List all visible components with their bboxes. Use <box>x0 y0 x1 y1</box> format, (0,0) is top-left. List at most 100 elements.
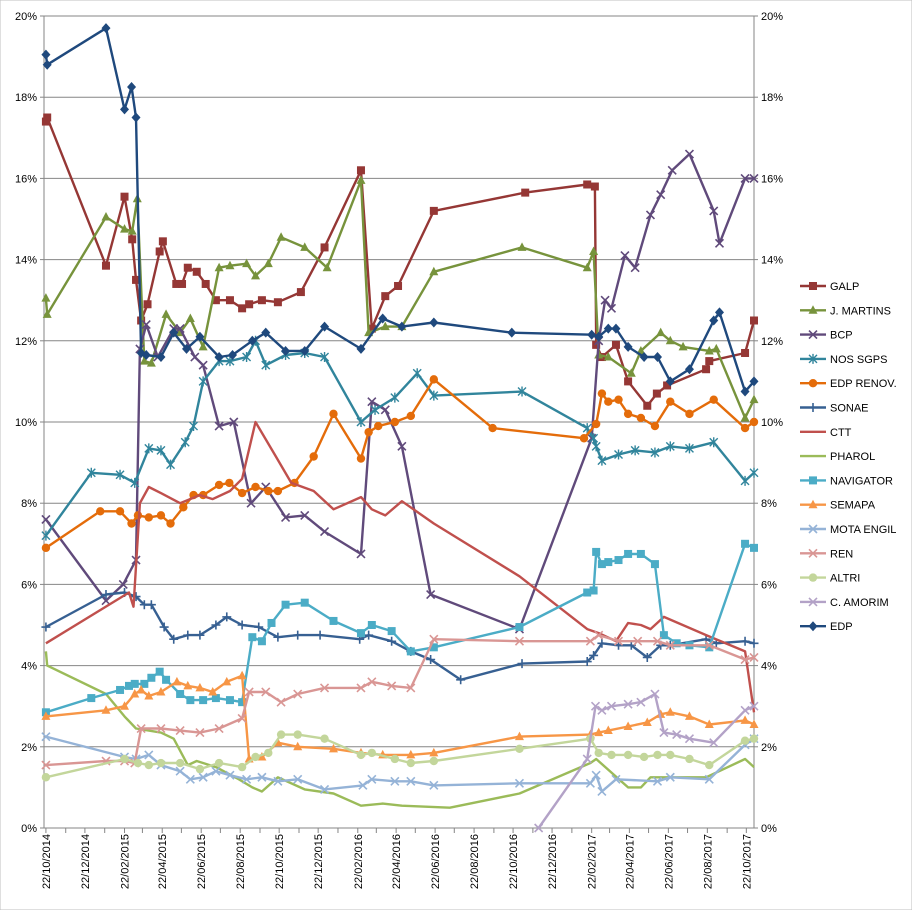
data-point-edp-renov <box>636 413 646 423</box>
data-point-altri <box>144 760 154 770</box>
series-line-semapa <box>45 674 755 761</box>
data-point-navigator <box>87 694 96 703</box>
data-point-navigator <box>176 690 185 699</box>
legend-marker-ren <box>808 548 818 558</box>
legend-item-ren: REN <box>800 548 853 560</box>
data-point-edp <box>228 350 238 361</box>
data-point-edp <box>684 364 694 375</box>
data-point-galp <box>257 296 266 305</box>
data-point-sonae <box>293 630 303 640</box>
data-point-galp <box>741 348 750 357</box>
data-point-sonae <box>237 620 247 630</box>
data-point-bcp <box>229 417 239 427</box>
series-c-amorim <box>534 689 759 833</box>
data-point-galp <box>705 357 714 366</box>
data-point-edp <box>378 313 388 324</box>
data-point-navigator <box>155 667 164 676</box>
data-point-altri <box>390 754 400 764</box>
data-point-galp <box>356 166 365 175</box>
data-point-navigator <box>186 696 195 705</box>
data-point-bcp <box>426 589 436 600</box>
data-point-j-martins <box>740 412 750 422</box>
data-point-j-martins <box>429 266 439 276</box>
data-point-altri <box>367 748 377 758</box>
data-point-nos-sgps <box>261 360 271 371</box>
data-point-edp-renov <box>740 423 750 433</box>
data-point-galp <box>320 243 329 252</box>
data-point-sonae <box>273 632 283 642</box>
data-point-c-amorim <box>534 823 544 833</box>
x-tick-label: 22/08/2016 <box>469 834 481 889</box>
legend-item-navigator: NAVIGATOR <box>800 475 893 487</box>
data-point-mota-engil <box>406 776 416 786</box>
data-point-edp <box>141 350 151 361</box>
data-point-semapa <box>183 680 193 690</box>
data-point-semapa <box>172 676 182 686</box>
data-point-galp <box>652 389 661 398</box>
data-point-galp <box>120 192 129 201</box>
data-point-edp-renov <box>115 507 125 516</box>
data-point-navigator <box>199 696 208 705</box>
data-point-navigator <box>592 547 601 556</box>
data-point-nos-sgps <box>412 368 422 379</box>
data-point-bcp <box>356 549 366 559</box>
data-point-mota-engil <box>652 776 663 786</box>
data-point-j-martins <box>101 211 111 221</box>
data-point-edp <box>429 317 439 328</box>
data-point-navigator <box>624 549 633 558</box>
data-point-sonae <box>426 655 436 665</box>
legend-item-nos-sgps: NOS SGPS <box>800 354 887 366</box>
series-line-ctt <box>45 420 756 713</box>
data-point-galp <box>245 300 254 309</box>
data-point-edp-renov <box>264 486 273 496</box>
data-point-sonae <box>183 630 193 640</box>
data-point-sonae <box>749 638 759 648</box>
data-point-ren <box>406 683 416 693</box>
data-point-bcp <box>709 206 719 216</box>
data-point-galp <box>132 275 141 284</box>
data-point-edp-renov <box>237 488 247 498</box>
data-point-ren <box>704 640 714 650</box>
data-point-bcp <box>380 405 390 415</box>
data-point-navigator <box>659 631 668 640</box>
x-tick-label: 22/04/2016 <box>391 834 403 889</box>
data-point-sonae <box>222 612 232 622</box>
legend-marker-edp-renov <box>808 379 818 388</box>
data-point-c-amorim <box>709 738 719 748</box>
data-point-edp-renov <box>666 397 675 406</box>
data-point-edp <box>639 352 649 363</box>
data-point-nos-sgps <box>665 441 675 452</box>
series-galp <box>41 113 758 410</box>
data-point-bcp <box>600 295 610 305</box>
series-lines <box>41 23 759 833</box>
data-point-galp <box>128 235 137 244</box>
data-point-j-martins <box>242 258 252 268</box>
data-point-j-martins <box>120 224 130 233</box>
data-point-semapa <box>656 709 666 718</box>
data-point-altri <box>156 758 166 768</box>
series-line-edp-renov <box>45 378 755 549</box>
data-point-j-martins <box>276 232 286 241</box>
data-point-nos-sgps <box>589 433 599 444</box>
legend-marker-navigator <box>809 476 817 485</box>
x-tick-label: 22/02/2015 <box>120 834 132 889</box>
data-point-nos-sgps <box>180 437 190 448</box>
data-point-altri <box>133 758 143 768</box>
legend-item-galp: GALP <box>800 281 859 293</box>
legend-item-ctt: CTT <box>800 427 852 439</box>
data-point-altri <box>356 750 366 760</box>
data-point-j-martins <box>626 368 636 377</box>
data-point-bcp <box>246 498 256 508</box>
x-tick-label: 22/04/2017 <box>624 834 636 889</box>
y-tick-label-left: 14% <box>15 255 37 267</box>
data-point-galp <box>211 296 220 305</box>
data-point-bcp <box>667 165 677 175</box>
data-point-edp <box>156 352 166 363</box>
data-point-altri <box>406 758 416 768</box>
data-point-edp <box>169 327 179 338</box>
legend-marker-semapa <box>808 499 818 509</box>
data-point-edp-renov <box>41 543 51 553</box>
data-point-j-martins <box>139 356 149 365</box>
data-point-edp-renov <box>579 434 589 443</box>
data-point-semapa <box>208 686 218 696</box>
